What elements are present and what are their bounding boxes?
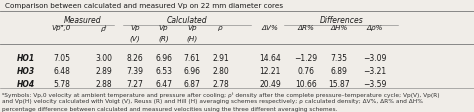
Text: 7.39: 7.39 (127, 67, 144, 76)
Text: HO4: HO4 (17, 79, 35, 88)
Text: ΔV%: ΔV% (262, 25, 279, 31)
Text: 0.76: 0.76 (297, 67, 314, 76)
Text: Δρ%: Δρ% (366, 25, 383, 31)
Text: (V): (V) (130, 35, 140, 42)
Text: −1.29: −1.29 (294, 54, 317, 63)
Text: 6.53: 6.53 (155, 67, 172, 76)
Text: 7.35: 7.35 (330, 54, 347, 63)
Text: 2.88: 2.88 (96, 79, 113, 88)
Text: 20.49: 20.49 (259, 79, 281, 88)
Text: Vp: Vp (159, 25, 168, 31)
Text: 6.87: 6.87 (183, 79, 201, 88)
Text: 6.47: 6.47 (155, 79, 172, 88)
Text: −3.59: −3.59 (363, 79, 386, 88)
Text: 6.48: 6.48 (53, 67, 70, 76)
Text: Measured: Measured (64, 16, 102, 25)
Text: HO1: HO1 (17, 54, 35, 63)
Text: ᵃSymbols: Vp,0 velocity at ambient temperature and pressure after cooling; ρᵗ de: ᵃSymbols: Vp,0 velocity at ambient tempe… (2, 91, 440, 97)
Text: 2.80: 2.80 (212, 67, 229, 76)
Text: HO3: HO3 (17, 67, 35, 76)
Text: Differences: Differences (319, 16, 363, 25)
Text: 12.21: 12.21 (259, 67, 281, 76)
Text: 7.05: 7.05 (53, 54, 70, 63)
Text: (R): (R) (158, 35, 169, 42)
Text: 10.66: 10.66 (295, 79, 317, 88)
Text: −3.21: −3.21 (363, 67, 386, 76)
Text: ΔR%: ΔR% (297, 25, 314, 31)
Text: percentage difference between calculated and measured velocities using the three: percentage difference between calculated… (2, 106, 338, 111)
Text: 6.96: 6.96 (155, 54, 172, 63)
Text: 5.78: 5.78 (53, 79, 70, 88)
Text: Vp: Vp (187, 25, 197, 31)
Text: 3.00: 3.00 (96, 54, 113, 63)
Text: ΔH%: ΔH% (330, 25, 347, 31)
Text: 8.26: 8.26 (127, 54, 144, 63)
Text: 6.89: 6.89 (330, 67, 347, 76)
Text: Comparison between calculated and measured Vp on 22 mm diameter cores: Comparison between calculated and measur… (5, 3, 283, 9)
Text: 2.78: 2.78 (212, 79, 229, 88)
Text: (H): (H) (186, 35, 198, 42)
Text: 6.96: 6.96 (183, 67, 201, 76)
Text: 2.91: 2.91 (212, 54, 229, 63)
Text: Vpᵃ,0: Vpᵃ,0 (52, 25, 71, 31)
Text: −3.09: −3.09 (363, 54, 386, 63)
Text: 7.27: 7.27 (127, 79, 144, 88)
Text: 7.61: 7.61 (183, 54, 201, 63)
Text: Vp: Vp (130, 25, 140, 31)
Text: 14.64: 14.64 (259, 54, 281, 63)
Text: and Vp(H) velocity calculated with Voigt (V), Reuss (R) and Hill (H) averaging s: and Vp(H) velocity calculated with Voigt… (2, 99, 423, 103)
Text: 15.87: 15.87 (328, 79, 350, 88)
Text: ρ: ρ (218, 25, 223, 31)
Text: 2.89: 2.89 (96, 67, 113, 76)
Text: ρᵗ: ρᵗ (101, 25, 108, 32)
Text: Calculated: Calculated (167, 16, 208, 25)
